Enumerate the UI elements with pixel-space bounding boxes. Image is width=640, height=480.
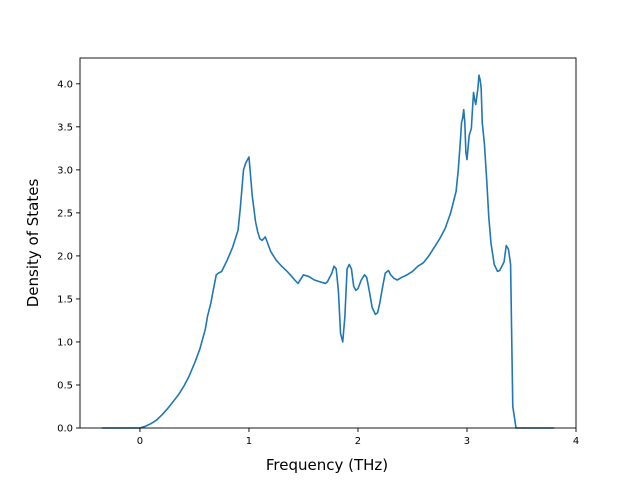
y-tick-label: 3.0 — [57, 165, 73, 176]
y-tick-label: 0.5 — [57, 380, 73, 391]
y-tick-label: 4.0 — [57, 79, 73, 90]
y-tick-label: 1.5 — [57, 294, 73, 305]
y-axis-ticks: 0.0 0.5 1.0 1.5 2.0 2.5 3.0 3.5 4.0 — [57, 79, 80, 435]
y-tick-label: 0.0 — [57, 424, 73, 435]
plot-frame — [79, 57, 577, 429]
x-tick-label: 1 — [246, 436, 252, 447]
x-tick-label: 4 — [573, 436, 579, 447]
x-axis-ticks: 0 1 2 3 4 — [137, 428, 579, 447]
y-tick-label: 2.5 — [57, 208, 73, 219]
x-tick-label: 0 — [137, 436, 143, 447]
y-axis-label: Density of States — [24, 179, 42, 308]
y-tick-label: 1.0 — [57, 337, 73, 348]
x-tick-label: 2 — [355, 436, 361, 447]
x-tick-label: 3 — [464, 436, 470, 447]
y-tick-label: 3.5 — [57, 122, 73, 133]
plot-area — [79, 57, 577, 429]
y-tick-label: 2.0 — [57, 251, 73, 262]
x-axis-label: Frequency (THz) — [266, 456, 388, 474]
dos-line-0 — [101, 74, 555, 429]
